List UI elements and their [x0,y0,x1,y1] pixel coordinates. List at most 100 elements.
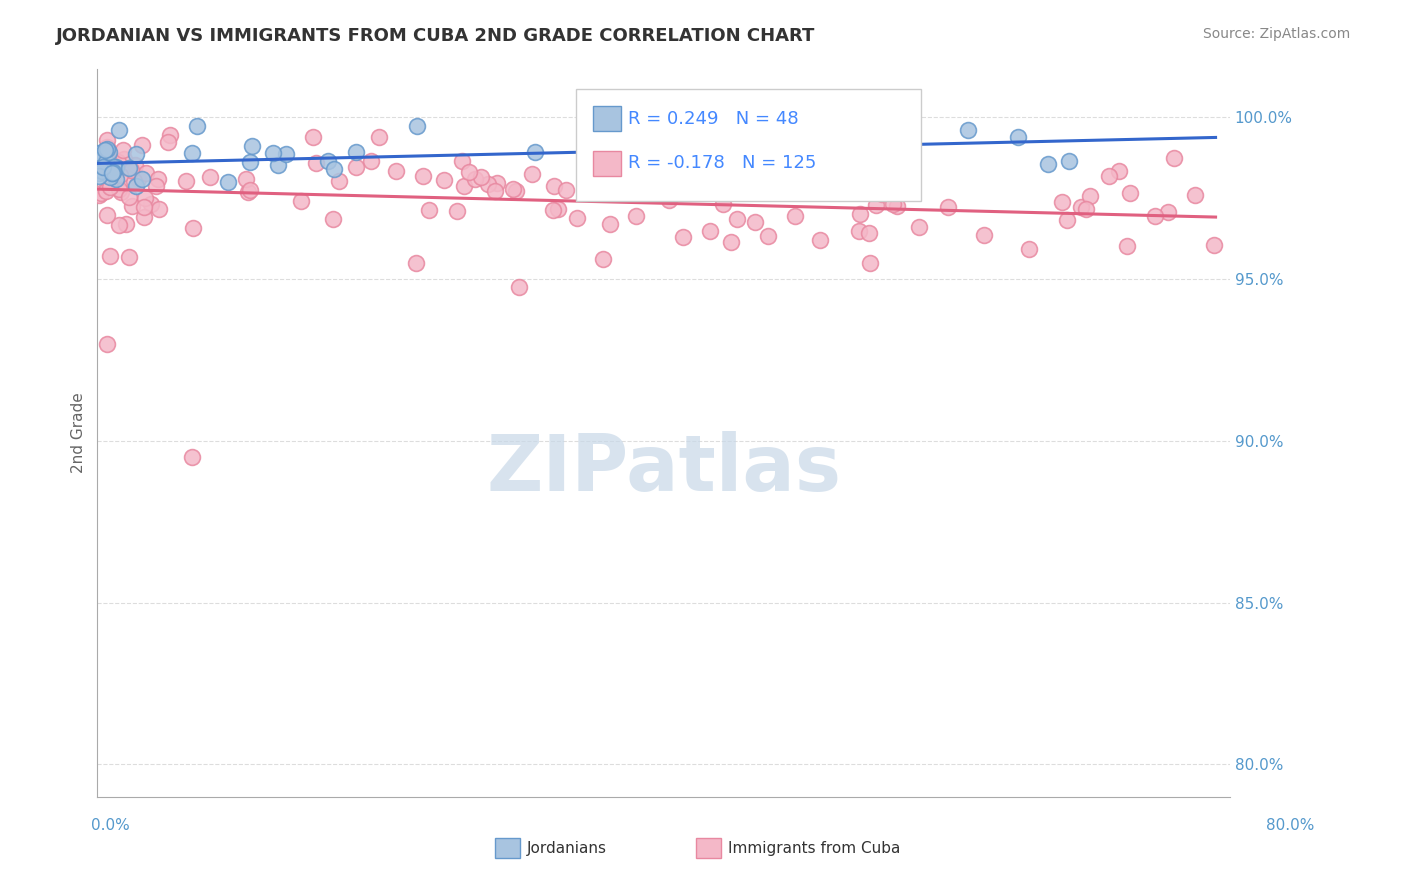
Point [699,224,721,238]
Point [956,123,979,137]
Point [176,173,198,187]
Point [720,235,742,249]
Point [240,139,263,153]
Point [301,130,323,145]
Point [105,164,128,178]
Point [262,145,284,160]
Point [118,161,141,175]
Point [114,217,136,231]
Point [122,174,145,188]
Point [543,178,565,193]
Point [89,150,111,164]
Point [1098,169,1121,183]
Point [104,161,127,175]
Point [1056,212,1078,227]
Point [238,155,260,169]
Text: 80.0%: 80.0% [1267,818,1315,832]
Point [98,145,121,159]
Point [89,159,111,173]
Point [450,154,472,169]
Point [91,160,114,174]
Point [266,158,288,172]
Point [181,146,204,161]
Point [1119,186,1142,201]
Point [96,155,118,169]
Point [112,143,135,157]
Point [131,138,153,153]
Point [865,198,887,212]
Point [1115,239,1137,253]
Point [181,450,204,464]
Point [711,197,734,211]
Point [870,187,893,202]
Point [672,229,695,244]
Point [599,217,621,231]
Point [217,175,239,189]
Point [127,171,149,186]
Point [134,191,156,205]
Point [90,163,112,178]
Point [112,152,135,166]
Point [316,153,339,168]
Point [502,182,524,196]
Point [567,211,589,225]
Text: ZIPatlas: ZIPatlas [486,431,841,507]
Point [547,202,569,216]
Point [87,154,110,169]
Point [793,182,815,196]
Point [725,211,748,226]
Point [505,184,527,198]
Point [848,224,870,238]
Point [1052,194,1074,209]
Point [464,172,486,186]
Point [94,163,117,178]
Point [118,250,141,264]
Point [108,218,131,232]
Point [344,145,367,160]
Point [131,172,153,186]
Point [882,197,904,211]
Point [624,210,647,224]
Point [98,154,121,169]
Point [93,159,115,173]
Point [783,209,806,223]
Point [105,171,128,186]
Point [89,156,111,170]
Point [107,123,129,137]
Point [406,119,429,133]
Point [110,186,132,200]
Point [121,199,143,213]
Point [418,202,440,217]
Point [94,143,117,157]
Point [592,252,614,267]
Point [886,199,908,213]
Point [148,202,170,217]
Point [796,161,818,176]
Point [643,140,665,154]
Point [96,139,118,153]
Point [1007,130,1029,145]
Point [96,133,118,147]
Text: JORDANIAN VS IMMIGRANTS FROM CUBA 2ND GRADE CORRELATION CHART: JORDANIAN VS IMMIGRANTS FROM CUBA 2ND GR… [56,27,815,45]
Point [405,256,427,270]
Point [134,200,156,214]
Point [477,177,499,191]
Text: Source: ZipAtlas.com: Source: ZipAtlas.com [1202,27,1350,41]
Point [118,190,141,204]
Point [658,193,681,207]
Point [384,163,406,178]
Point [89,169,111,183]
Point [134,211,156,225]
Point [141,196,163,211]
Point [858,227,880,241]
Point [235,171,257,186]
Point [90,186,112,200]
Point [101,167,124,181]
Point [412,169,434,184]
Point [108,168,131,182]
Point [87,157,110,171]
Text: Immigrants from Cuba: Immigrants from Cuba [728,841,901,855]
Point [159,128,181,142]
Point [124,158,146,172]
Point [125,147,148,161]
